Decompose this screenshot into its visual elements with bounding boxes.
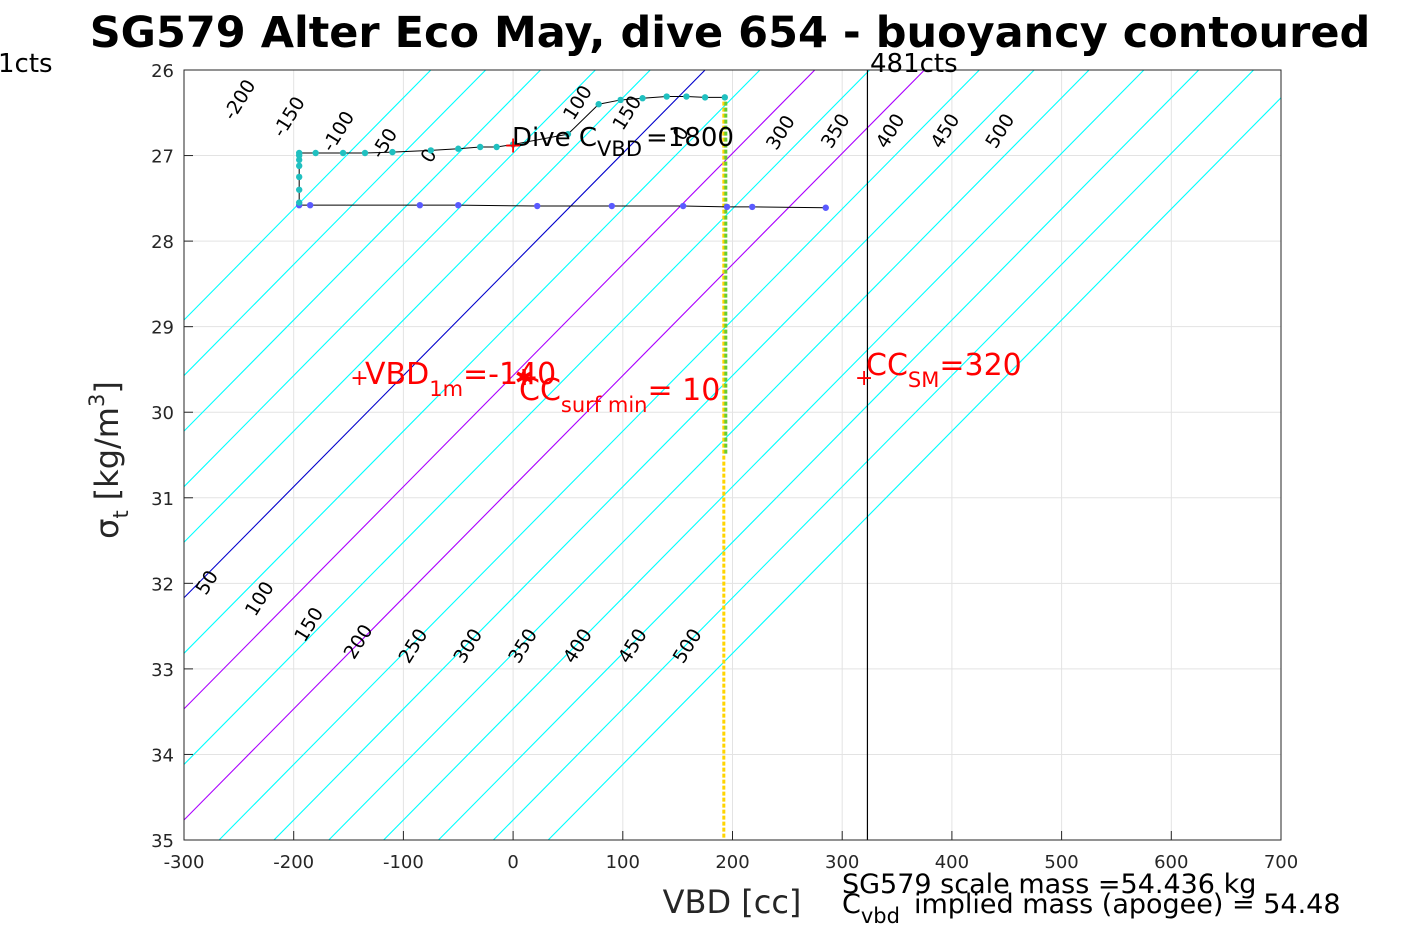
contour-line — [492, 70, 1254, 840]
y-tick-label: 35 — [151, 831, 174, 852]
series-point — [339, 149, 347, 157]
y-ticks: 26 27 28 29 30 31 32 33 34 35 — [151, 61, 193, 852]
x-tick-label: 300 — [825, 852, 859, 873]
series-point — [749, 203, 756, 211]
cc-surf-min-marker: ✱ — [515, 366, 533, 391]
y-tick-label: 30 — [151, 403, 174, 424]
x-tick-label: 0 — [507, 852, 518, 873]
series-point — [306, 201, 314, 209]
vertical-lines — [722, 70, 869, 840]
y-tick-label: 34 — [151, 745, 174, 766]
x-tick-label: 200 — [715, 852, 749, 873]
series-point — [723, 203, 731, 211]
series-point — [295, 149, 303, 157]
y-tick-label: 28 — [151, 232, 174, 253]
contour-line — [218, 70, 980, 840]
contour-line — [184, 70, 871, 766]
left-cts-label: 1cts — [0, 49, 53, 79]
x-tick-label: -300 — [164, 852, 205, 873]
series-point — [679, 202, 687, 210]
y-tick-label: 32 — [151, 574, 174, 595]
y-axis-label: σt[kg/m3] — [85, 381, 133, 539]
series-point — [595, 101, 602, 108]
data-series — [295, 93, 829, 211]
x-tick-label: 700 — [1264, 852, 1298, 873]
x-tick-label: 400 — [935, 852, 969, 873]
contour-line — [547, 96, 1281, 840]
series-point — [534, 202, 541, 210]
cc-sm-annotation: CCSM=320 — [866, 348, 1022, 392]
x-tick-label: -200 — [273, 852, 314, 873]
contour-lines — [184, 70, 1281, 840]
series-point — [701, 94, 709, 101]
series-point — [455, 145, 462, 152]
y-tick-label: 26 — [151, 61, 174, 82]
series-point — [493, 143, 500, 151]
y-tick-label: 27 — [151, 147, 174, 168]
x-axis-label: VBD [cc] — [663, 883, 802, 921]
implied-mass-text: Cvbd implied mass (apogee) = 54.48 — [842, 889, 1341, 928]
contour-line — [184, 70, 925, 821]
x-ticks: -300 -200 -100 0 100 200 300 400 500 600 700 — [164, 831, 1298, 873]
series-point — [312, 149, 319, 157]
x-tick-label: 500 — [1044, 852, 1078, 873]
contour-line — [184, 70, 596, 488]
contour-line — [184, 70, 541, 432]
contour-line — [184, 70, 651, 544]
series-point — [617, 96, 624, 104]
series-point — [416, 201, 424, 209]
y-tick-label: 31 — [151, 489, 174, 510]
contour-line — [438, 70, 1200, 840]
series-point — [476, 143, 484, 151]
series-point — [361, 149, 369, 157]
right-cts-label: 481cts — [870, 49, 958, 79]
series-point — [564, 130, 572, 138]
dive-cvbd-marker: + — [504, 133, 522, 158]
dive-cvbd-annotation: Dive CVBD =1800 — [512, 123, 734, 161]
series-point — [389, 148, 396, 156]
chart-title: SG579 Alter Eco May, dive 654 - buoyancy… — [90, 8, 1371, 58]
vbd-1m-annotation: VBD1m=-140 — [365, 357, 556, 401]
series-point — [683, 93, 690, 100]
x-tick-label: -100 — [383, 852, 424, 873]
annotations: Dive CVBD =1800 VBD1m=-140 CCsurf min= 10… — [350, 123, 1021, 417]
series-point — [822, 204, 829, 211]
contour-line — [184, 70, 487, 377]
y-tick-label: 33 — [151, 660, 174, 681]
contour-line — [328, 70, 1090, 840]
vbd-1m-marker: + — [350, 366, 368, 391]
series-point — [509, 141, 517, 148]
x-tick-label: 600 — [1154, 852, 1188, 873]
contour-line — [273, 70, 1035, 840]
series-point — [721, 94, 729, 101]
series-point — [295, 173, 303, 181]
series-point — [639, 95, 646, 102]
cc-sm-marker: + — [855, 366, 873, 391]
contour-line — [383, 70, 1145, 840]
series-point — [295, 162, 303, 170]
series-point — [663, 93, 670, 100]
series-line — [299, 204, 826, 209]
series-point — [608, 202, 616, 210]
contour-line — [184, 70, 816, 710]
y-tick-label: 29 — [151, 318, 174, 339]
contour-line — [184, 70, 706, 599]
scale-mass-text: SG579 scale mass =54.436 kg — [842, 869, 1256, 900]
series-point — [427, 147, 435, 154]
series-point — [295, 186, 303, 193]
series-point — [295, 199, 303, 206]
contour-line — [184, 70, 432, 321]
series-point — [455, 201, 462, 209]
cc-surf-min-annotation: CCsurf min= 10 — [519, 373, 720, 417]
x-tick-label: 100 — [606, 852, 640, 873]
contour-line — [184, 70, 761, 655]
